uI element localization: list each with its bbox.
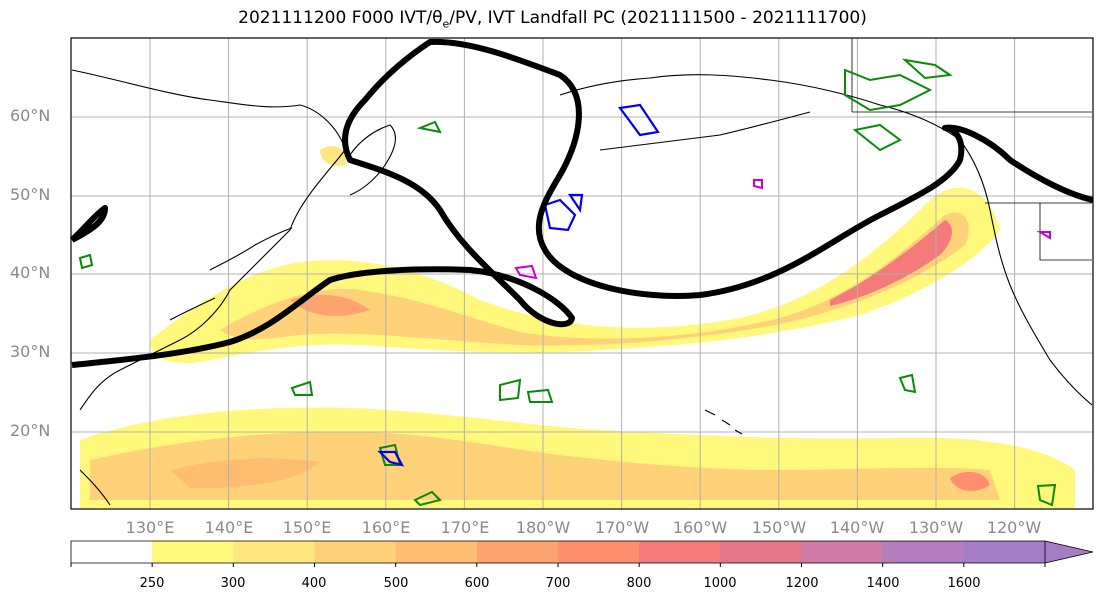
- lon-label-130w: 130°W: [908, 518, 964, 537]
- pv-magenta-contours: [514, 179, 1051, 280]
- colorbar-tick-label: 250: [139, 576, 165, 591]
- lon-label-150e: 150°E: [282, 518, 332, 537]
- theta-e-contours: [78, 58, 1057, 507]
- coastline-kamchatka: [349, 124, 396, 196]
- ivt-patch-north: [320, 145, 346, 166]
- colorbar-swatch: [314, 541, 397, 563]
- lon-label-120w: 120°W: [986, 518, 1042, 537]
- coastline-japan-south: [169, 297, 216, 321]
- theta-e-contour-sw: [290, 380, 314, 396]
- theta-e-contour-ne: [844, 68, 933, 112]
- lon-label-180w: 180°W: [515, 518, 571, 537]
- colorbar-swatch: [639, 541, 721, 563]
- lon-label-130e: 130°E: [125, 518, 175, 537]
- coastline-hawaii: [704, 409, 743, 435]
- theta-e-contour-west: [78, 253, 94, 270]
- lon-label-170w: 170°W: [594, 518, 650, 537]
- pv-contour-mid2: [567, 193, 584, 214]
- colorbar-swatch: [882, 541, 965, 563]
- magenta-contour-east: [753, 179, 763, 190]
- pv-contours: [377, 103, 660, 467]
- magenta-contour-coast: [1036, 231, 1051, 240]
- map-frame: [70, 37, 1094, 510]
- theta-e-contour-bc: [852, 123, 902, 152]
- border-us-canada: [985, 202, 1092, 261]
- coastlines: [71, 38, 1093, 506]
- lat-label-40n: 40°N: [10, 263, 51, 282]
- colorbar-tick-label: 300: [220, 576, 246, 591]
- colorbar-tick-label: 800: [626, 576, 652, 591]
- colorbar-tick-label: 1200: [785, 576, 819, 591]
- colorbar-swatch: [963, 541, 1046, 563]
- lon-label-160w: 160°W: [672, 518, 728, 537]
- colorbar-extend-arrow: [1044, 540, 1094, 564]
- colorbar-tick-label: 500: [383, 576, 409, 591]
- colorbar-tick-label: 1000: [703, 576, 737, 591]
- theta-e-contour-kamchatka: [416, 120, 442, 134]
- lon-label-140e: 140°E: [204, 518, 254, 537]
- ivt-band-south-peak: [170, 458, 320, 489]
- lon-label-160e: 160°E: [361, 518, 411, 537]
- pv-contour-tropic: [377, 450, 405, 467]
- ivt-band-north-peak: [830, 220, 952, 306]
- lat-label-60n: 60°N: [10, 106, 51, 125]
- coastline-aleutians: [599, 111, 811, 151]
- lat-label-20n: 20°N: [10, 421, 51, 440]
- lon-label-170e: 170°E: [440, 518, 490, 537]
- colorbar-swatch: [233, 541, 315, 563]
- colorbar-swatch: [476, 541, 559, 563]
- colorbar-tick-label: 400: [301, 576, 327, 591]
- colorbar-swatch: [152, 541, 234, 563]
- magenta-contour-mid: [514, 264, 538, 280]
- theta-e-contour-east: [898, 373, 917, 394]
- theta-e-contour-midpac2: [526, 388, 554, 403]
- lat-label-30n: 30°N: [10, 342, 51, 361]
- graticule: [71, 38, 1093, 509]
- theta-e-contour-sw2: [413, 490, 442, 507]
- theta-e-contour-midpac: [499, 378, 522, 402]
- ivt-shading: [80, 145, 1075, 508]
- colorbar: [70, 540, 1094, 567]
- theta-e-contour-se: [1036, 483, 1057, 507]
- colorbar-swatch: [801, 541, 884, 563]
- lat-label-50n: 50°N: [10, 185, 51, 204]
- pv-contour-mid: [543, 198, 577, 232]
- coastline-japan: [209, 227, 293, 271]
- colorbar-tick-label: 1600: [947, 576, 981, 591]
- colorbar-swatch: [720, 541, 802, 563]
- colorbar-swatch: [395, 541, 478, 563]
- figure-title: 2021111200 F000 IVT/θe/PV, IVT Landfall …: [238, 8, 867, 31]
- colorbar-swatch: [558, 541, 640, 563]
- colorbar-tick-label: 1400: [866, 576, 900, 591]
- ivt-landfall-pc-contour: [69, 38, 1094, 368]
- lon-label-140w: 140°W: [829, 518, 885, 537]
- ivt-band-south-core: [90, 431, 1000, 500]
- ivt-band-west-peak: [290, 294, 370, 316]
- theta-e-contour-alaska: [901, 58, 953, 80]
- coastline-north-america: [959, 139, 1093, 406]
- ivt-band-south-peak2: [950, 471, 990, 491]
- colorbar-tick-label: 600: [464, 576, 490, 591]
- pv-contour-bering: [618, 103, 660, 137]
- ivt-band-north-core: [220, 212, 969, 346]
- lon-label-150w: 150°W: [751, 518, 807, 537]
- colorbar-swatch: [71, 541, 153, 563]
- colorbar-tick-label: 700: [545, 576, 571, 591]
- coastline-philippines: [79, 469, 111, 506]
